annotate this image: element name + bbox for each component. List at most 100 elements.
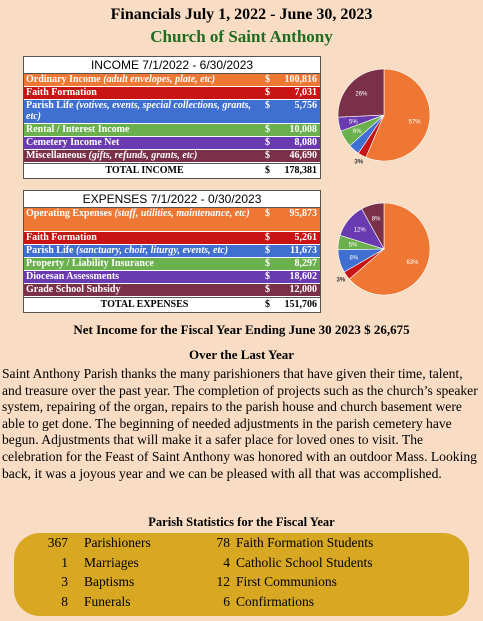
- expense-row-label: Faith Formation: [24, 232, 263, 244]
- income-row-label: Ordinary Income (adult envelopes, plate,…: [24, 74, 263, 86]
- expense-pie-slice: [361, 202, 385, 251]
- income-row-label: Parish Life (votives, events, special co…: [24, 100, 263, 123]
- income-row: Faith Formation $7,031: [24, 87, 320, 100]
- income-row-value: 5,756: [294, 100, 318, 111]
- stat-row: 367 Parishioners 78 Faith Formation Student…: [14, 535, 469, 554]
- expense-row-note: (sanctuary, choir, liturgy, events, etc): [76, 245, 229, 256]
- income-total-dollar: $: [265, 165, 270, 176]
- expense-total-label: TOTAL EXPENSES: [100, 299, 189, 310]
- stat-row: 1 Marriages 4 Catholic School Students: [14, 555, 469, 574]
- church-name: Church of Saint Anthony: [150, 27, 333, 46]
- income-row: Ordinary Income (adult envelopes, plate,…: [24, 74, 320, 87]
- income-row-note: (adult envelopes, plate, etc): [103, 74, 216, 85]
- income-row-label: Faith Formation: [24, 87, 263, 99]
- expense-row-dollar: $: [265, 232, 270, 243]
- income-pie-slice-label: 3%: [354, 160, 363, 166]
- income-row-dollar: $: [265, 74, 270, 85]
- stat-row: 3 Baptisms 12 First Communions: [14, 574, 469, 593]
- stat-label: Marriages: [84, 554, 139, 570]
- expense-total-dollar: $: [265, 299, 270, 310]
- expense-total-value: 151,706: [284, 299, 318, 310]
- expense-row-name: Grade School Subsidy: [26, 284, 121, 295]
- stat-label: Baptisms: [84, 574, 135, 589]
- stat-count: 6: [223, 593, 230, 609]
- expense-row-value: 12,000: [289, 284, 318, 295]
- expense-row-name: Parish Life: [26, 245, 76, 256]
- expense-row-value: 5,261: [294, 232, 318, 243]
- income-row-dollar: $: [265, 137, 270, 148]
- income-total-label: TOTAL INCOME: [105, 165, 184, 176]
- income-row-dollar: $: [265, 150, 270, 161]
- stats-heading: Parish Statistics for the Fiscal Year: [148, 515, 335, 529]
- expense-pie-slice-label: 8%: [372, 217, 381, 223]
- income-row-name: Faith Formation: [26, 87, 97, 98]
- summary-paragraph: Saint Anthony Parish thanks the many par…: [2, 366, 478, 481]
- stat-count: 367: [47, 535, 68, 550]
- page-title: Financials July 1, 2022 - June 30, 2023: [110, 6, 373, 23]
- expense-row-dollar: $: [265, 208, 270, 219]
- income-row-dollar: $: [265, 87, 270, 98]
- income-pie-slice-label: 57%: [409, 119, 422, 125]
- over-the-year-heading: Over the Last Year: [188, 347, 295, 362]
- income-row-note: (gifts, refunds, grants, etc): [88, 150, 198, 161]
- expense-row-value: 18,602: [289, 271, 318, 282]
- income-row-label: Rental / Interest Income: [24, 124, 263, 136]
- expense-pie-slice-label: 3%: [336, 278, 345, 284]
- income-pie-slice: [365, 68, 431, 162]
- income-row-value: 8,080: [294, 137, 318, 148]
- expense-pie-slice-label: 8%: [350, 255, 359, 261]
- income-heading: INCOME 7/1/2022 - 6/30/2023: [24, 57, 320, 74]
- income-pie-slice-label: 26%: [355, 91, 368, 97]
- income-row-name: Rental / Interest Income: [26, 124, 130, 135]
- stat-label: Funerals: [84, 593, 131, 609]
- expense-row: Operating Expenses (staff, utilities, ma…: [24, 208, 320, 232]
- stat-label: Parishioners: [84, 535, 151, 550]
- expense-pie-slice-label: 63%: [406, 260, 419, 266]
- expense-row-label: Grade School Subsidy: [24, 284, 263, 296]
- income-pie-slice-label: 6%: [353, 129, 362, 135]
- expense-row-name: Property / Liability Insurance: [26, 258, 154, 269]
- stat-count: 4: [223, 554, 230, 570]
- income-row-value: 10,008: [289, 124, 318, 135]
- income-row-label: Cemetery Income Net: [24, 137, 263, 149]
- expense-pie-chart: 63% 3% 8% 5% 12% 8%: [336, 202, 431, 296]
- stat-label: First Communions: [236, 574, 337, 589]
- expense-row-dollar: $: [265, 258, 270, 269]
- expense-row-label: Property / Liability Insurance: [24, 258, 263, 270]
- income-row-name: Parish Life: [26, 100, 76, 111]
- income-row-name: Cemetery Income Net: [26, 137, 120, 148]
- income-row-value: 7,031: [294, 87, 318, 98]
- stat-count: 12: [216, 574, 231, 589]
- income-pie-chart: 57% 3% 6% 5% 26%: [337, 68, 431, 166]
- expense-row-dollar: $: [265, 284, 270, 295]
- income-row-value: 46,690: [289, 150, 318, 161]
- expense-row-value: 11,673: [290, 245, 317, 256]
- stats-box: 367 Parishioners 78 Faith Formation Student…: [14, 533, 469, 616]
- expense-heading: EXPENSES 7/1/2022 - 0/30/2023: [24, 191, 320, 208]
- expense-row-name: Faith Formation: [26, 232, 97, 243]
- income-row: Cemetery Income Net $8,080: [24, 137, 320, 150]
- net-income: Net Income for the Fiscal Year Ending Ju…: [73, 322, 410, 337]
- income-row-label: Miscellaneous (gifts, refunds, grants, e…: [24, 150, 263, 162]
- expense-row-value: 8,297: [294, 258, 318, 269]
- expense-row: Diocesan Assessments $18,602: [24, 271, 320, 284]
- stat-count: 3: [61, 574, 68, 589]
- income-row-dollar: $: [265, 100, 270, 111]
- expense-row-label: Parish Life (sanctuary, choir, liturgy, …: [24, 245, 263, 257]
- stat-row: 8 Funerals 6 Confirmations: [14, 594, 469, 613]
- stat-count: 8: [61, 593, 68, 609]
- income-pie-slice: [337, 68, 385, 118]
- stat-count: 1: [61, 554, 68, 570]
- income-table: INCOME 7/1/2022 - 6/30/2023 Ordinary Inc…: [23, 56, 321, 179]
- expense-row: Grade School Subsidy $12,000: [24, 284, 320, 297]
- expense-row-dollar: $: [265, 245, 270, 256]
- expense-row-dollar: $: [265, 271, 270, 282]
- expense-row-value: 95,873: [289, 208, 318, 219]
- income-row-name: Ordinary Income: [26, 74, 104, 85]
- expense-row-label: Operating Expenses (staff, utilities, ma…: [24, 208, 263, 231]
- expense-table: EXPENSES 7/1/2022 - 0/30/2023 Operating …: [23, 190, 321, 313]
- expense-row: Parish Life (sanctuary, choir, liturgy, …: [24, 245, 320, 258]
- income-row-dollar: $: [265, 124, 270, 135]
- expense-pie-slice: [348, 202, 431, 296]
- income-total-value: 178,381: [284, 165, 318, 176]
